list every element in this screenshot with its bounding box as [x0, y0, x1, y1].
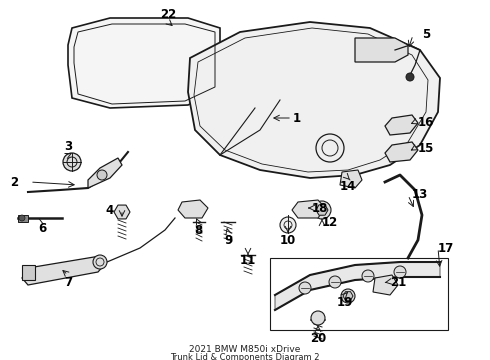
- Circle shape: [311, 311, 325, 325]
- Circle shape: [341, 289, 355, 303]
- Circle shape: [316, 134, 344, 162]
- Polygon shape: [178, 200, 208, 218]
- Polygon shape: [385, 142, 418, 162]
- Text: 13: 13: [412, 189, 428, 202]
- Circle shape: [313, 201, 331, 219]
- Circle shape: [93, 255, 107, 269]
- Text: 12: 12: [322, 216, 338, 229]
- Text: 1: 1: [293, 112, 301, 125]
- Polygon shape: [88, 158, 122, 188]
- Polygon shape: [188, 22, 440, 178]
- Text: 3: 3: [64, 140, 72, 153]
- Text: 16: 16: [418, 116, 434, 129]
- Text: 14: 14: [340, 180, 356, 193]
- Circle shape: [97, 170, 107, 180]
- Text: 18: 18: [312, 202, 328, 215]
- Bar: [270, 258, 448, 330]
- Polygon shape: [114, 205, 130, 219]
- Polygon shape: [316, 205, 328, 215]
- Text: 15: 15: [418, 141, 434, 154]
- Text: 5: 5: [422, 28, 430, 41]
- Text: 21: 21: [390, 275, 406, 288]
- Circle shape: [299, 282, 311, 294]
- Text: 20: 20: [310, 332, 326, 345]
- Polygon shape: [355, 38, 408, 62]
- Text: 11: 11: [240, 253, 256, 266]
- Circle shape: [406, 73, 414, 81]
- Text: 2021 BMW M850i xDrive: 2021 BMW M850i xDrive: [189, 345, 301, 354]
- Text: 19: 19: [337, 297, 353, 310]
- Polygon shape: [22, 256, 105, 285]
- Text: 8: 8: [194, 224, 202, 237]
- Text: 10: 10: [280, 234, 296, 247]
- Circle shape: [280, 217, 296, 233]
- Circle shape: [394, 266, 406, 278]
- Text: 4: 4: [106, 203, 114, 216]
- Polygon shape: [340, 170, 362, 188]
- Polygon shape: [18, 215, 28, 222]
- Polygon shape: [373, 275, 398, 295]
- Circle shape: [19, 215, 25, 221]
- Circle shape: [63, 153, 81, 171]
- Circle shape: [362, 270, 374, 282]
- Text: Trunk Lid & Components Diagram 2: Trunk Lid & Components Diagram 2: [170, 352, 320, 360]
- Polygon shape: [385, 115, 418, 135]
- Polygon shape: [343, 292, 353, 300]
- Polygon shape: [292, 200, 325, 218]
- Text: 22: 22: [160, 8, 176, 21]
- Text: 17: 17: [438, 242, 454, 255]
- Text: 2: 2: [10, 175, 18, 189]
- Polygon shape: [22, 265, 35, 280]
- Text: 7: 7: [64, 276, 72, 289]
- Text: 9: 9: [224, 234, 232, 247]
- Polygon shape: [68, 18, 220, 108]
- Polygon shape: [275, 262, 440, 310]
- Circle shape: [329, 276, 341, 288]
- Text: 6: 6: [38, 221, 46, 234]
